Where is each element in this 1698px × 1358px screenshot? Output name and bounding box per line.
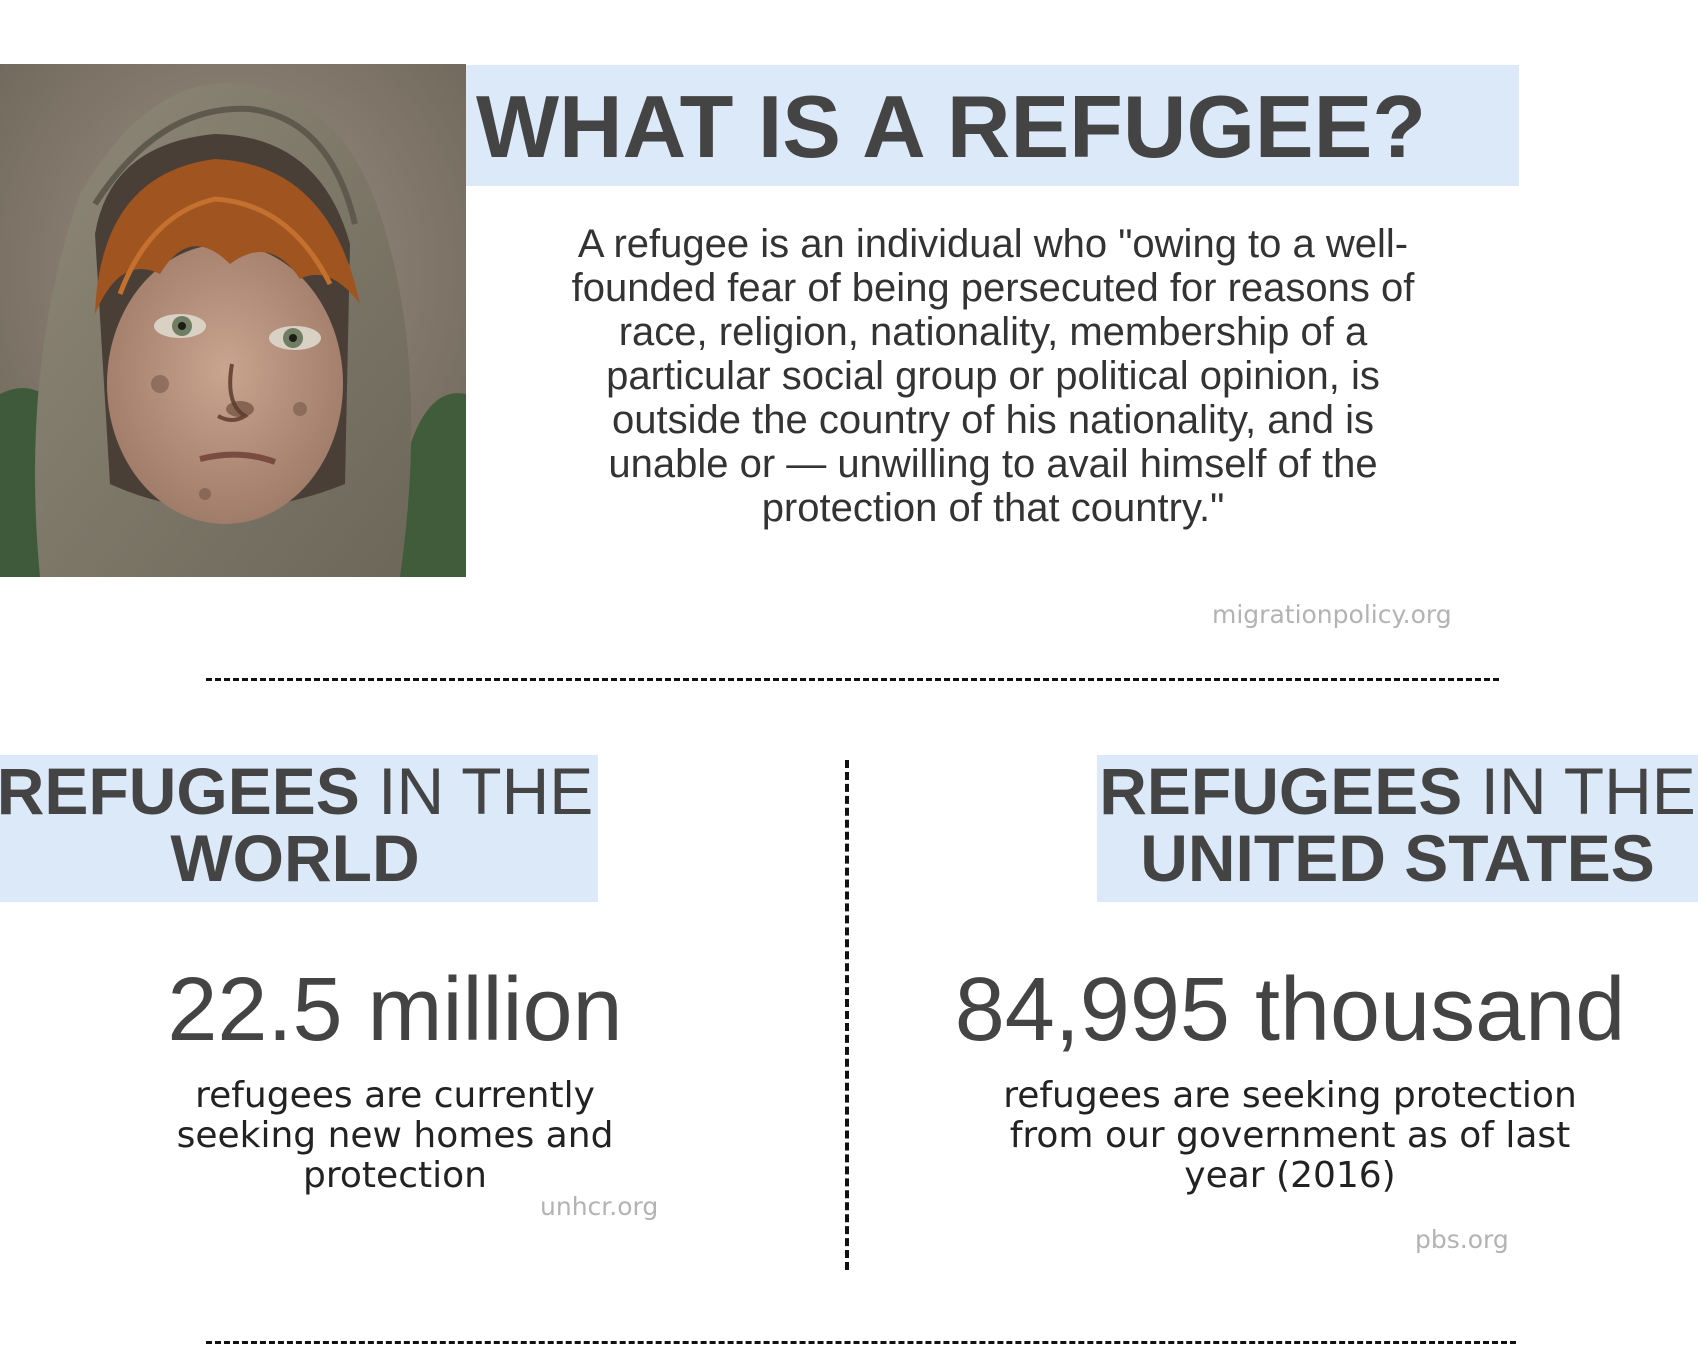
- title-highlight: [466, 65, 1519, 186]
- us-refugee-count: 84,995 thousand: [954, 960, 1626, 1060]
- us-heading-highlight: [1097, 755, 1698, 902]
- us-heading-region: UNITED STATES: [1140, 821, 1655, 895]
- refugee-child-photo: [0, 64, 466, 577]
- us-heading: REFUGEES IN THE UNITED STATES: [1097, 758, 1698, 892]
- us-caption: refugees are seeking protection from our…: [1003, 1075, 1577, 1196]
- us-source: pbs.org: [1415, 1225, 1509, 1254]
- page-title: WHAT IS A REFUGEE?: [476, 77, 1427, 176]
- world-heading-highlight: [0, 755, 598, 902]
- world-caption: refugees are currently seeking new homes…: [176, 1075, 614, 1196]
- world-heading-region: WORLD: [170, 821, 420, 895]
- world-refugee-count: 22.5 million: [167, 960, 623, 1060]
- vertical-divider: [845, 760, 849, 1270]
- section-divider-top: [206, 678, 1499, 681]
- world-source: unhcr.org: [540, 1192, 659, 1221]
- world-heading-bold: REFUGEES: [0, 754, 360, 828]
- us-heading-normal: IN THE: [1462, 754, 1696, 828]
- section-divider-bottom: [206, 1341, 1516, 1344]
- refugee-definition: A refugee is an individual who "owing to…: [571, 222, 1415, 530]
- world-heading: REFUGEES IN THE WORLD: [0, 758, 600, 892]
- world-heading-normal: IN THE: [359, 754, 594, 828]
- definition-source: migrationpolicy.org: [1212, 600, 1452, 629]
- us-heading-bold: REFUGEES: [1099, 754, 1463, 828]
